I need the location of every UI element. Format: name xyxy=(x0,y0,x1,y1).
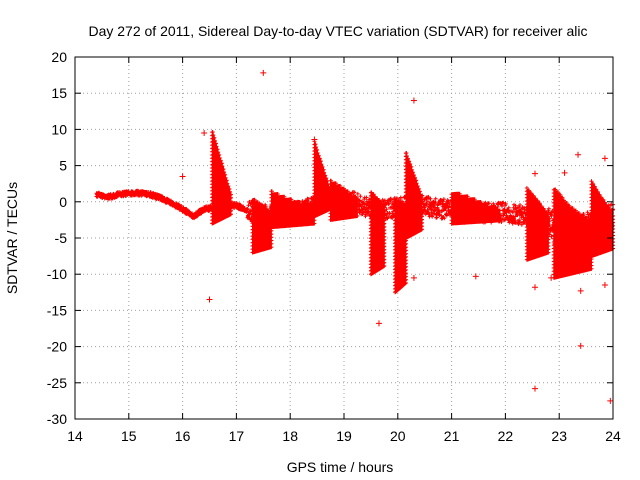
outlier-point xyxy=(577,287,584,294)
x-tick-label: 21 xyxy=(444,428,460,444)
x-axis-label: GPS time / hours xyxy=(287,459,394,475)
y-tick-label: -5 xyxy=(55,230,68,246)
x-tick-label: 14 xyxy=(67,428,83,444)
outlier-point xyxy=(577,342,584,349)
outlier-point xyxy=(410,97,417,104)
outlier-point xyxy=(531,385,538,392)
outlier-point xyxy=(531,284,538,291)
outlier-point xyxy=(601,155,608,162)
outlier-point xyxy=(410,274,417,281)
x-tick-label: 17 xyxy=(229,428,245,444)
x-tick-label: 23 xyxy=(551,428,567,444)
x-tick-label: 20 xyxy=(390,428,406,444)
axes: 14 15 16 17 18 19 20 21 22 23 24 -30 -25 -20 -15 -10 -5 0… xyxy=(47,49,621,444)
outlier-point xyxy=(472,273,479,280)
plot-area: 14 15 16 17 18 19 20 21 22 23 24 -30 -25 -20 -15 -10 -5 0… xyxy=(47,49,621,444)
x-tick-label: 16 xyxy=(175,428,191,444)
x-tick-label: 22 xyxy=(498,428,514,444)
y-tick-label: 15 xyxy=(51,85,67,101)
y-axis-label: SDTVAR / TECUs xyxy=(4,182,20,294)
x-tick-label: 18 xyxy=(282,428,298,444)
y-tick-label: -25 xyxy=(47,375,67,391)
grid-lines xyxy=(75,57,613,419)
y-tick-label: 20 xyxy=(51,49,67,65)
outlier-point xyxy=(311,136,318,143)
outlier-point xyxy=(375,320,382,327)
y-tick-label: -20 xyxy=(47,339,67,355)
x-tick-label: 19 xyxy=(336,428,352,444)
y-tick-label: 5 xyxy=(59,158,67,174)
outlier-point xyxy=(601,282,608,289)
chart-title: Day 272 of 2011, Sidereal Day-to-day VTE… xyxy=(88,23,587,39)
outlier-point xyxy=(548,274,555,281)
y-tick-label: 0 xyxy=(59,194,67,210)
x-tick-label: 15 xyxy=(121,428,137,444)
y-tick-label: -30 xyxy=(47,411,67,427)
outlier-point xyxy=(575,151,582,158)
outlier-point xyxy=(561,169,568,176)
y-tick-label: -15 xyxy=(47,302,67,318)
x-tick-label: 24 xyxy=(605,428,621,444)
outlier-point xyxy=(206,296,213,303)
y-tick-label: 10 xyxy=(51,121,67,137)
outlier-point xyxy=(179,173,186,180)
outlier-point xyxy=(531,170,538,177)
data-series xyxy=(94,69,615,404)
data-band-marks xyxy=(94,130,615,295)
y-tick-label: -10 xyxy=(47,266,67,282)
outlier-point xyxy=(607,397,614,404)
outlier-point xyxy=(260,69,267,76)
outlier-point xyxy=(201,130,208,137)
